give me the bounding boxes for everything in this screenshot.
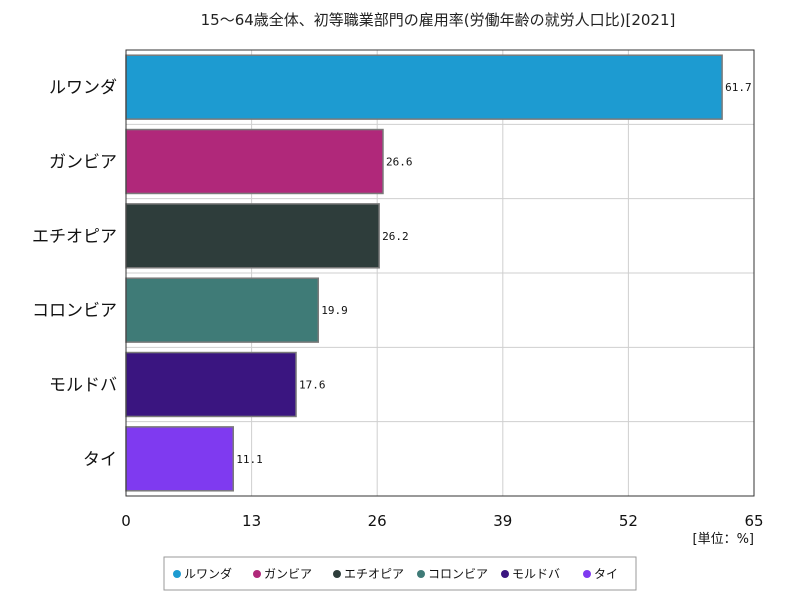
bar-value-label: 19.9 [321, 304, 348, 317]
x-tick-label: 65 [744, 512, 763, 530]
x-tick-label: 39 [493, 512, 512, 530]
bar [125, 203, 380, 269]
legend-swatch [417, 570, 425, 578]
grid-lines [125, 50, 755, 496]
bar [125, 351, 297, 418]
bar-value-label: 26.2 [382, 230, 409, 243]
legend-swatch [501, 570, 509, 578]
bar [125, 54, 723, 120]
legend-label: コロンビア [428, 567, 488, 581]
chart-title: 15～64歳全体、初等職業部門の雇用率(労働年齢の就労人口比)[2021] [201, 11, 676, 29]
legend-swatch [253, 570, 261, 578]
bar-value-label: 61.7 [725, 81, 752, 94]
bar-value-label: 17.6 [299, 379, 326, 392]
bar-value-label: 26.6 [386, 156, 413, 169]
legend-label: エチオピア [344, 567, 404, 581]
x-tick-label: 26 [368, 512, 387, 530]
legend-label: タイ [594, 567, 618, 581]
legend-swatch [333, 570, 341, 578]
bar [125, 426, 234, 492]
bar [125, 128, 384, 195]
legend-label: モルドバ [512, 567, 560, 581]
legend-swatch [173, 570, 181, 578]
bar [125, 277, 320, 343]
legend-swatch [583, 570, 591, 578]
unit-label: [単位：%] [693, 531, 755, 547]
category-label: コロンビア [32, 301, 117, 321]
legend-label: ルワンダ [184, 566, 232, 581]
category-label: ガンビア [49, 153, 117, 173]
category-label: ルワンダ [49, 78, 117, 98]
plot-border [125, 49, 755, 497]
legend-items: ルワンダ ガンビア エチオピア コロンビア モルドバ タイ [173, 566, 618, 581]
x-tick-label: 13 [242, 512, 261, 530]
x-tick-label: 0 [121, 512, 131, 530]
category-label: タイ [83, 450, 117, 470]
bar-value-label: 11.1 [236, 453, 263, 466]
value-labels: 61.7 26.6 26.2 19.9 17.6 11.1 [236, 81, 751, 466]
bars [125, 54, 723, 492]
x-tick-label: 52 [619, 512, 638, 530]
x-axis-ticks: 0 13 26 39 52 65 [121, 512, 763, 530]
legend-label: ガンビア [264, 567, 312, 581]
category-label: モルドバ [49, 376, 117, 396]
category-label: エチオピア [32, 227, 117, 247]
legend-box [163, 556, 637, 591]
legend: ルワンダ ガンビア エチオピア コロンビア モルドバ タイ [163, 556, 637, 591]
